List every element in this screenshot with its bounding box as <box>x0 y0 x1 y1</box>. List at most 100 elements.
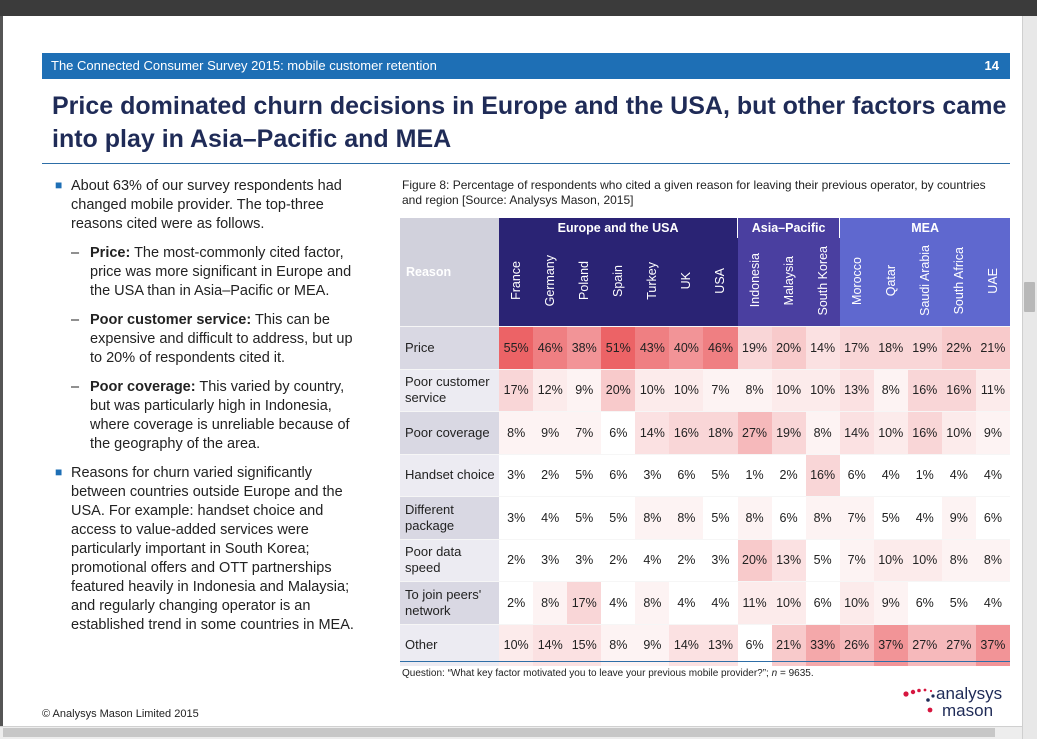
percentage-cell: 10% <box>669 368 704 412</box>
percentage-cell: 9% <box>567 368 602 412</box>
country-label: USA <box>713 267 728 294</box>
slide-title: Price dominated churn decisions in Europ… <box>52 92 1007 153</box>
horizontal-scroll-thumb[interactable] <box>3 728 995 737</box>
percentage-cell: 2% <box>499 581 534 624</box>
percentage-cell: 26% <box>839 623 874 666</box>
country-label: South Africa <box>951 246 966 315</box>
percentage-cell: 14% <box>839 411 874 454</box>
table-row: To join peers' network 2% 8% 17% 4% 8% 4% 4% 11%… <box>400 581 1010 624</box>
reason-label: Handset choice <box>400 453 500 497</box>
percentage-cell: 21% <box>975 326 1010 369</box>
percentage-cell: 2% <box>669 538 704 582</box>
percentage-cell: 13% <box>771 538 806 582</box>
percentage-cell: 27% <box>941 623 976 666</box>
percentage-cell: 6% <box>771 496 806 539</box>
country-label: Turkey <box>645 261 660 300</box>
percentage-cell: 6% <box>907 581 942 624</box>
sub-bullet-text: This can be expensive and difficult to a… <box>90 312 353 366</box>
sub-bullet-item: – Poor coverage: This varied by country,… <box>55 378 367 454</box>
country-header: Turkey <box>635 238 670 327</box>
percentage-cell: 9% <box>873 581 908 624</box>
country-label: South Korea <box>815 245 830 316</box>
percentage-cell: 5% <box>601 496 636 539</box>
percentage-cell: 9% <box>533 411 568 454</box>
table-row: Poor data speed 2% 3% 3% 2% 4% 2% 3% 20% 13% 5% 7% 1… <box>400 538 1010 582</box>
percentage-cell: 9% <box>635 623 670 666</box>
percentage-cell: 1% <box>907 453 942 497</box>
percentage-cell: 10% <box>873 411 908 454</box>
table-row: Price 55% 46% 38% 51% 43% 40% 46% 19% 20% 14% 17% 18… <box>400 326 1010 369</box>
percentage-cell: 20% <box>601 368 636 412</box>
percentage-cell: 8% <box>499 411 534 454</box>
percentage-cell: 5% <box>703 496 738 539</box>
percentage-cell: 43% <box>635 326 670 369</box>
percentage-cell: 19% <box>771 411 806 454</box>
bullet-text: Reasons for churn varied significantly b… <box>71 465 354 633</box>
percentage-cell: 6% <box>839 453 874 497</box>
percentage-cell: 2% <box>601 538 636 582</box>
percentage-cell: 3% <box>533 538 568 582</box>
bullet-item: ■ About 63% of our survey respondents ha… <box>55 177 367 234</box>
country-header: Saudi Arabia <box>907 238 942 327</box>
vertical-scrollbar[interactable] <box>1022 16 1037 739</box>
country-header: Morocco <box>839 238 874 327</box>
percentage-cell: 4% <box>703 581 738 624</box>
sub-bullet-item: – Poor customer service: This can be exp… <box>55 311 367 368</box>
percentage-cell: 5% <box>805 538 840 582</box>
table-row: Other 10% 14% 15% 8% 9% 14% 13% 6% 21% 33% 26% 37% 27… <box>400 623 1010 666</box>
percentage-cell: 2% <box>771 453 806 497</box>
sub-bullet-heading: Poor coverage: <box>90 379 196 395</box>
vertical-scroll-thumb[interactable] <box>1024 282 1035 312</box>
percentage-cell: 4% <box>669 581 704 624</box>
title-divider <box>42 163 1010 164</box>
percentage-cell: 6% <box>975 496 1010 539</box>
percentage-cell: 6% <box>669 453 704 497</box>
country-label: Malaysia <box>781 255 796 306</box>
table-row: Poor coverage 8% 9% 7% 6% 14% 16% 18% 27% 19% 8% 14… <box>400 411 1010 454</box>
percentage-cell: 18% <box>703 411 738 454</box>
region-header: Europe and the USA <box>499 218 739 238</box>
country-label: Poland <box>577 261 592 300</box>
country-header-row: France Germany Poland Spain Turkey UK USA Indon… <box>400 238 1010 327</box>
percentage-cell: 15% <box>567 623 602 666</box>
percentage-cell: 4% <box>975 453 1010 497</box>
percentage-cell: 8% <box>737 368 772 412</box>
country-header: Spain <box>601 238 636 327</box>
churn-reasons-table: Reason Europe and the USA Asia–Pacific MEA F… <box>400 218 1010 666</box>
country-label: UK <box>679 271 694 290</box>
percentage-cell: 6% <box>601 453 636 497</box>
percentage-cell: 10% <box>771 368 806 412</box>
percentage-cell: 4% <box>533 496 568 539</box>
percentage-cell: 2% <box>499 538 534 582</box>
percentage-cell: 3% <box>635 453 670 497</box>
reason-label: To join peers' network <box>400 581 500 624</box>
percentage-cell: 8% <box>635 496 670 539</box>
country-header: France <box>499 238 534 327</box>
percentage-cell: 7% <box>839 496 874 539</box>
sub-bullet-text: The most-commonly cited factor, price wa… <box>90 245 352 299</box>
region-header: Asia–Pacific <box>737 218 841 238</box>
dash-icon: – <box>71 245 80 261</box>
country-label: UAE <box>985 267 1000 294</box>
percentage-cell: 10% <box>873 538 908 582</box>
country-label: Germany <box>543 254 558 307</box>
percentage-cell: 27% <box>907 623 942 666</box>
percentage-cell: 4% <box>907 496 942 539</box>
percentage-cell: 22% <box>941 326 976 369</box>
reason-label: Poor coverage <box>400 411 500 454</box>
percentage-cell: 33% <box>805 623 840 666</box>
percentage-cell: 55% <box>499 326 534 369</box>
percentage-cell: 16% <box>907 368 942 412</box>
percentage-cell: 6% <box>601 411 636 454</box>
percentage-cell: 10% <box>839 581 874 624</box>
dash-icon: – <box>71 379 80 395</box>
percentage-cell: 14% <box>805 326 840 369</box>
sub-bullet-heading: Poor customer service: <box>90 312 252 328</box>
country-header: South Africa <box>941 238 976 327</box>
percentage-cell: 16% <box>907 411 942 454</box>
logo-word-mason: mason <box>942 701 994 720</box>
page-number: 14 <box>984 58 999 73</box>
reason-label: Price <box>400 326 500 369</box>
percentage-cell: 19% <box>737 326 772 369</box>
country-label: Spain <box>611 264 626 297</box>
